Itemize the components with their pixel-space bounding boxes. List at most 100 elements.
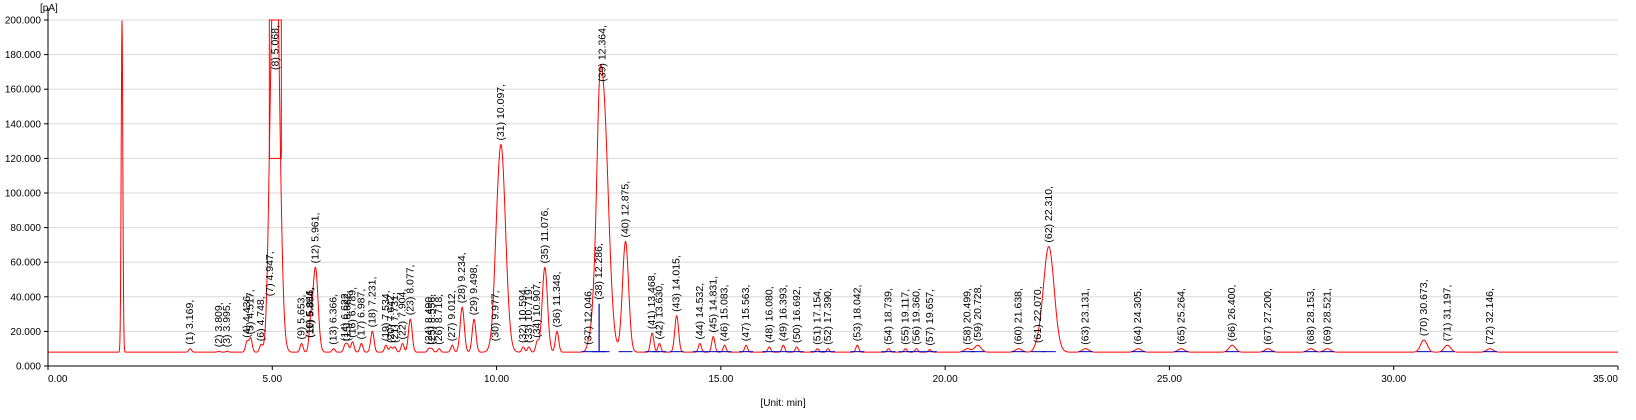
x-axis-ticks: 0.00 5.00 10.00 15.00 20.00 25.00 30.00 35.00 [47, 366, 1619, 385]
x-tick-label: 0.00 [48, 374, 68, 385]
x-tick-label: 5.00 [263, 374, 283, 385]
clipped-peak-marker [268, 19, 282, 159]
peak-label: (1) 3.169, [184, 300, 196, 345]
peak-label: (65) 25.264, [1175, 288, 1187, 345]
peak-label: (40) 12.875, [620, 181, 632, 238]
peak-label: (46) 15.083, [719, 285, 731, 342]
peak-label: (41) 13.468, [646, 273, 658, 330]
x-tick-label: 10.00 [484, 374, 509, 385]
y-tick-label: 160.000 [5, 85, 42, 96]
peak-label: (26) 8.718, [433, 294, 445, 345]
y-tick-label: 180.000 [5, 50, 42, 61]
peak-label: (68) 28.153, [1305, 288, 1317, 345]
peak-label: (20) 7.642, [385, 292, 397, 343]
peak-label: (57) 19.657, [924, 289, 936, 346]
y-tick-label: 0.000 [16, 362, 41, 373]
peak-label: (71) 31.197, [1441, 285, 1453, 342]
peak-label: (61) 22.070, [1032, 286, 1044, 343]
peak-label: (69) 28.521, [1321, 288, 1333, 345]
peak-label: (63) 23.131, [1080, 288, 1092, 345]
x-tick-label: 35.00 [1593, 374, 1618, 385]
peak-label: (18) 7.231, [366, 277, 378, 328]
peak-label: (6) 4.748, [255, 296, 267, 341]
peak-label: (43) 14.015, [671, 255, 683, 312]
y-axis-unit: [pA] [40, 3, 58, 14]
peak-label: (51) 17.154, [811, 288, 823, 345]
grid-lines [48, 19, 1618, 332]
peak-label: (35) 11.076, [539, 208, 551, 264]
peak-label: (32) 10.594, [517, 286, 529, 343]
peak-label: (44) 14.532, [694, 283, 706, 340]
integration-markers [581, 303, 1497, 353]
peak-label: (60) 21.638, [1013, 288, 1025, 345]
x-tick-label: 30.00 [1381, 374, 1406, 385]
peak-label: (8) 5.068, [269, 25, 281, 70]
peak-label: (47) 15.563, [740, 285, 752, 342]
peak-label: (5) 4.517, [245, 289, 257, 334]
peak-label: (21) 7.731, [389, 292, 401, 343]
peak-label: (50) 16.692, [791, 286, 803, 343]
x-tick-label: 15.00 [708, 374, 733, 385]
peak-label: (52) 17.390, [822, 288, 834, 345]
peak-label: (15) 6.682, [342, 290, 354, 341]
x-tick-label: 20.00 [933, 374, 958, 385]
peak-label: (37) 12.046, [582, 288, 594, 345]
peak-label: (30) 9.977, [490, 290, 502, 341]
peak-label: (3) 3.995, [221, 302, 233, 347]
peak-label: (56) 19.360, [910, 288, 922, 345]
x-axis-unit: [Unit: min] [760, 398, 805, 409]
peak-label: (55) 19.117, [900, 289, 912, 345]
peak-labels: (1) 3.169, (2) 3.809,(3) 3.995, (4) 4.436,… [184, 25, 1496, 347]
peak-label: (19) 7.534, [380, 290, 392, 341]
y-tick-label: 80.000 [10, 223, 41, 234]
peak-label: (67) 27.200, [1262, 288, 1274, 345]
x-tick-label: 25.00 [1157, 374, 1182, 385]
peak-label: (13) 6.366, [328, 294, 340, 345]
peak-label: (23) 8.077, [404, 264, 416, 315]
peak-label: (10) 5.846, [304, 287, 316, 338]
y-axis-ticks: 0.000 20.000 40.000 60.000 80.000 100.000 120.… [5, 16, 48, 373]
peak-label: (39) 12.364, [597, 25, 609, 82]
y-tick-label: 60.000 [10, 258, 41, 269]
peak-label: (48) 16.080, [763, 286, 775, 343]
peak-label: (12) 5.961, [309, 213, 321, 264]
peak-label: (27) 9.012, [446, 290, 458, 341]
peak-label: (22) 7.904, [397, 289, 409, 340]
y-tick-label: 20.000 [10, 327, 41, 338]
y-tick-label: 40.000 [10, 292, 41, 303]
peak-label: (7) 4.947, [264, 251, 276, 296]
peak-label: (28) 9.234, [456, 252, 468, 303]
peak-label: (4) 4.436, [241, 293, 253, 338]
peak-label: (34) 10.907, [531, 281, 543, 338]
peak-label: (9) 5.653, [296, 295, 308, 340]
peak-label: (58) 20.499, [962, 288, 974, 345]
peak-label: (70) 30.673, [1418, 279, 1430, 336]
peak-label: (54) 18.739, [883, 288, 895, 345]
peak-label: (31) 10.097, [495, 84, 507, 141]
peak-label: (36) 11.348, [551, 272, 563, 328]
y-tick-label: 140.000 [5, 119, 42, 130]
peak-label: (64) 24.305, [1132, 288, 1144, 345]
peak-label: (11) 5.854, [305, 288, 317, 338]
peak-label: (42) 13.630, [653, 283, 665, 340]
peak-label: (59) 20.728, [972, 285, 984, 342]
peak-label: (38) 12.286, [593, 243, 605, 300]
peak-label: (25) 8.556, [426, 294, 438, 345]
peak-label: (62) 22.310, [1043, 186, 1055, 243]
peak-label: (66) 26.400, [1226, 285, 1238, 342]
peak-label: (29) 9.498, [468, 264, 480, 315]
peak-label: (49) 16.393, [777, 285, 789, 342]
peak-label: (24) 8.490, [423, 294, 435, 345]
y-tick-label: 100.000 [5, 189, 42, 200]
peak-label: (17) 6.987, [355, 289, 367, 340]
peak-label: (72) 32.146, [1484, 288, 1496, 345]
peak-label: (45) 14.831, [707, 276, 719, 333]
y-tick-label: 120.000 [5, 154, 42, 165]
peak-label: (16) 6.789, [347, 287, 359, 338]
y-tick-label: 200.000 [5, 16, 42, 27]
peak-label: (53) 18.042, [851, 285, 863, 342]
peak-label: (2) 3.809, [213, 302, 225, 347]
peak-label: (14) 6.622, [339, 290, 351, 341]
peak-label: (33) 10.719, [523, 286, 535, 343]
